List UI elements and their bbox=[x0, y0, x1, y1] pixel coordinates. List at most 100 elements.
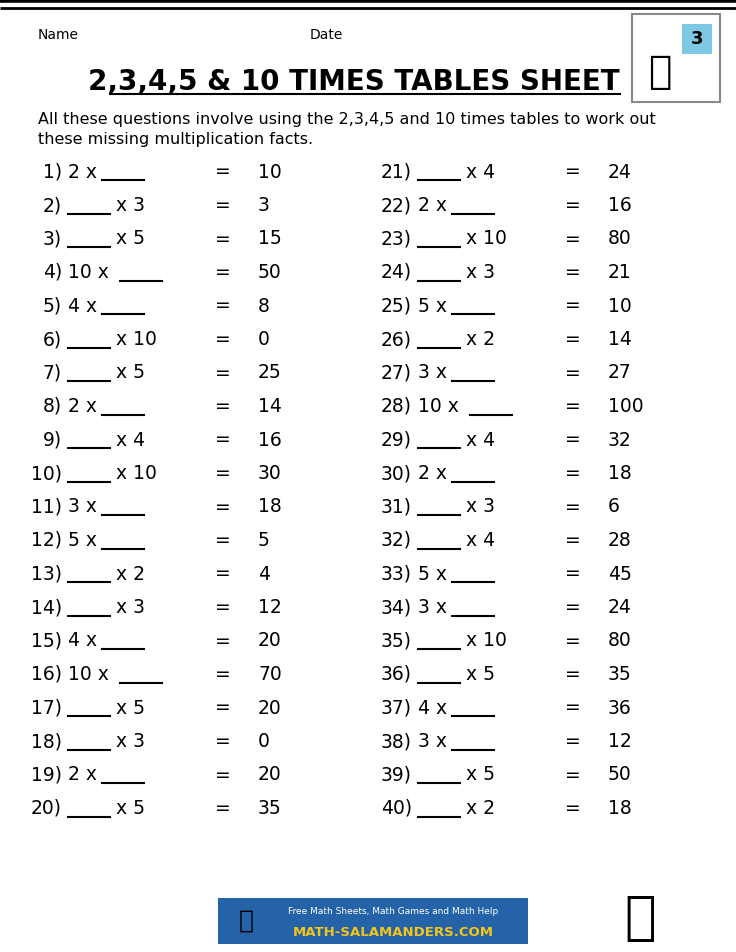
Text: =: = bbox=[565, 263, 581, 282]
Text: 26): 26) bbox=[381, 330, 412, 349]
Text: 35: 35 bbox=[608, 665, 631, 684]
Text: =: = bbox=[215, 330, 231, 349]
Text: 🦎: 🦎 bbox=[238, 909, 253, 933]
Text: x 10: x 10 bbox=[116, 464, 157, 483]
Text: 50: 50 bbox=[608, 765, 631, 784]
Text: =: = bbox=[565, 430, 581, 449]
Text: MATH-SALAMANDERS.COM: MATH-SALAMANDERS.COM bbox=[292, 925, 494, 939]
Text: 10: 10 bbox=[608, 296, 631, 315]
Text: 14: 14 bbox=[258, 397, 282, 416]
Text: 24: 24 bbox=[608, 598, 632, 617]
Text: =: = bbox=[215, 765, 231, 784]
Text: 22): 22) bbox=[381, 196, 412, 215]
Text: 32: 32 bbox=[608, 430, 631, 449]
Text: x 5: x 5 bbox=[116, 364, 145, 383]
Text: 11): 11) bbox=[31, 498, 62, 517]
Text: 19): 19) bbox=[31, 765, 62, 784]
Text: 33): 33) bbox=[381, 565, 412, 584]
Text: =: = bbox=[215, 430, 231, 449]
Text: 5 x: 5 x bbox=[418, 296, 447, 315]
Text: 12: 12 bbox=[258, 598, 282, 617]
Text: =: = bbox=[215, 229, 231, 248]
Text: 8): 8) bbox=[43, 397, 62, 416]
Text: 2 x: 2 x bbox=[68, 163, 97, 182]
Text: 1): 1) bbox=[43, 163, 62, 182]
Text: 15: 15 bbox=[258, 229, 282, 248]
Text: 5): 5) bbox=[43, 296, 62, 315]
Bar bbox=[632, 14, 720, 102]
Text: 4: 4 bbox=[258, 565, 270, 584]
Text: 0: 0 bbox=[258, 732, 270, 751]
Text: 10: 10 bbox=[258, 163, 282, 182]
Text: =: = bbox=[215, 464, 231, 483]
Text: 🐸: 🐸 bbox=[624, 892, 656, 944]
Text: 29): 29) bbox=[381, 430, 412, 449]
Text: =: = bbox=[215, 498, 231, 517]
Text: 2 x: 2 x bbox=[68, 765, 97, 784]
Text: 31): 31) bbox=[381, 498, 412, 517]
Text: =: = bbox=[565, 498, 581, 517]
Text: 4 x: 4 x bbox=[418, 699, 447, 718]
Text: =: = bbox=[215, 665, 231, 684]
Text: 14: 14 bbox=[608, 330, 632, 349]
Text: 50: 50 bbox=[258, 263, 282, 282]
Text: 16): 16) bbox=[31, 665, 62, 684]
Text: 34): 34) bbox=[381, 598, 412, 617]
Text: 10 x: 10 x bbox=[418, 397, 459, 416]
Text: 20): 20) bbox=[31, 799, 62, 818]
Text: 32): 32) bbox=[381, 531, 412, 550]
Text: 15): 15) bbox=[31, 631, 62, 650]
Text: =: = bbox=[565, 732, 581, 751]
Text: x 3: x 3 bbox=[116, 196, 145, 215]
Text: 12: 12 bbox=[608, 732, 631, 751]
Text: x 5: x 5 bbox=[466, 765, 495, 784]
Text: 39): 39) bbox=[381, 765, 412, 784]
Text: 2 x: 2 x bbox=[418, 196, 447, 215]
Text: 5: 5 bbox=[258, 531, 270, 550]
Text: 16: 16 bbox=[258, 430, 282, 449]
Text: 30): 30) bbox=[381, 464, 412, 483]
Text: 27): 27) bbox=[381, 364, 412, 383]
Text: Free Math Sheets, Math Games and Math Help: Free Math Sheets, Math Games and Math He… bbox=[288, 907, 498, 917]
Text: 10 x: 10 x bbox=[68, 665, 109, 684]
Text: 80: 80 bbox=[608, 229, 631, 248]
Text: x 2: x 2 bbox=[116, 565, 145, 584]
Text: x 4: x 4 bbox=[466, 163, 495, 182]
Text: 20: 20 bbox=[258, 765, 282, 784]
Text: =: = bbox=[215, 699, 231, 718]
Text: 20: 20 bbox=[258, 699, 282, 718]
Text: 23): 23) bbox=[381, 229, 412, 248]
Text: =: = bbox=[565, 464, 581, 483]
Text: All these questions involve using the 2,3,4,5 and 10 times tables to work out: All these questions involve using the 2,… bbox=[38, 112, 656, 127]
Text: =: = bbox=[565, 799, 581, 818]
Text: =: = bbox=[565, 196, 581, 215]
Text: =: = bbox=[565, 665, 581, 684]
Text: x 5: x 5 bbox=[116, 229, 145, 248]
Text: 36: 36 bbox=[608, 699, 631, 718]
Text: =: = bbox=[215, 196, 231, 215]
Text: =: = bbox=[215, 732, 231, 751]
Text: =: = bbox=[215, 631, 231, 650]
Text: 6: 6 bbox=[608, 498, 620, 517]
Bar bbox=[218, 898, 528, 944]
Text: x 3: x 3 bbox=[466, 498, 495, 517]
Text: 27: 27 bbox=[608, 364, 631, 383]
Text: x 10: x 10 bbox=[466, 631, 507, 650]
Text: 17): 17) bbox=[31, 699, 62, 718]
Text: 3: 3 bbox=[691, 30, 704, 48]
Text: =: = bbox=[565, 163, 581, 182]
Text: 16: 16 bbox=[608, 196, 631, 215]
Text: =: = bbox=[215, 263, 231, 282]
Text: x 2: x 2 bbox=[466, 799, 495, 818]
Text: 20: 20 bbox=[258, 631, 282, 650]
Text: 25): 25) bbox=[381, 296, 412, 315]
Text: 3 x: 3 x bbox=[418, 364, 447, 383]
Text: =: = bbox=[565, 397, 581, 416]
Text: 36): 36) bbox=[381, 665, 412, 684]
Text: =: = bbox=[215, 163, 231, 182]
Text: 3 x: 3 x bbox=[418, 598, 447, 617]
Text: 🦒: 🦒 bbox=[648, 53, 672, 91]
Text: 30: 30 bbox=[258, 464, 282, 483]
Text: x 3: x 3 bbox=[466, 263, 495, 282]
Text: 24: 24 bbox=[608, 163, 632, 182]
